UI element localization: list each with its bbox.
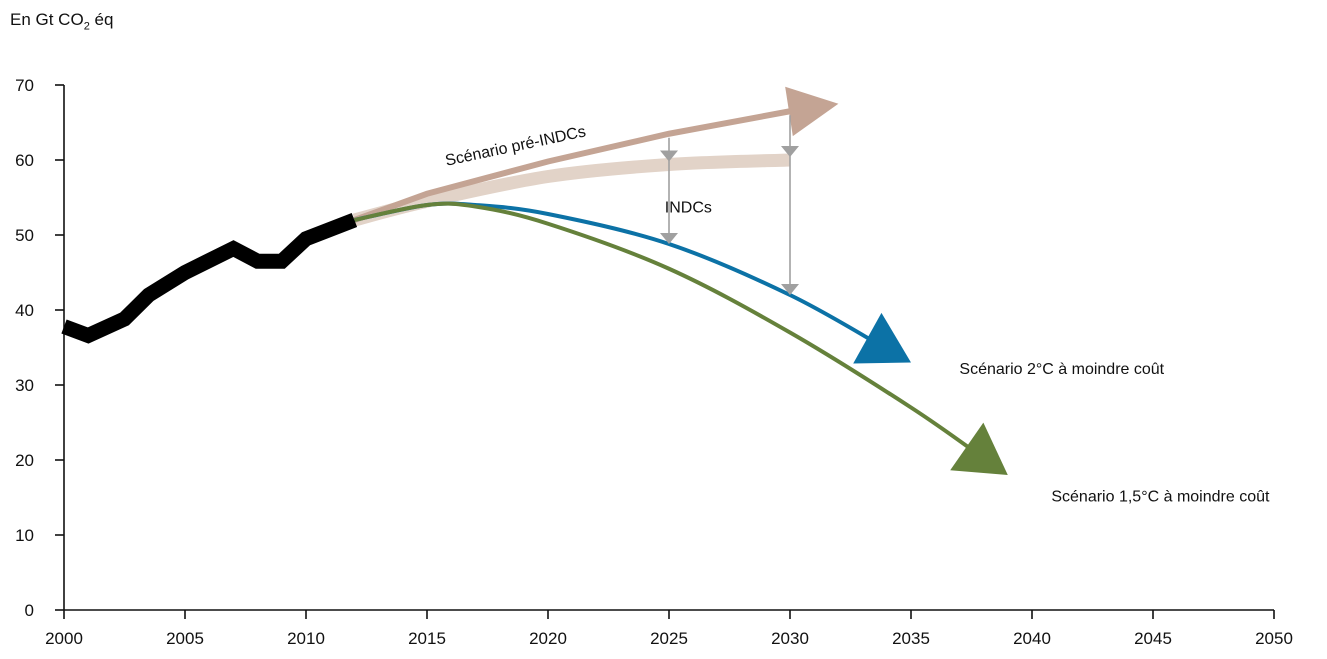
x-tick-label: 2020 <box>529 629 567 648</box>
series-pre-indcs <box>353 86 839 223</box>
arrowhead-pre-indcs <box>785 86 839 137</box>
x-tick-label: 2010 <box>287 629 325 648</box>
x-tick-label: 2030 <box>771 629 809 648</box>
y-tick-label: 0 <box>25 601 34 620</box>
1-5c-label: Scénario 1,5°C à moindre coût <box>1051 488 1270 505</box>
x-tick-label: 2035 <box>892 629 930 648</box>
gap-arrow-head <box>781 284 799 295</box>
pre-indcs-label: Scénario pré-INDCs <box>444 123 588 169</box>
gap-arrow-head-indcs <box>781 146 799 157</box>
x-tick-label: 2050 <box>1255 629 1293 648</box>
y-axis-unit-label: En Gt CO2 éq <box>10 10 114 33</box>
series-line-indcs <box>352 153 791 227</box>
x-tick-label: 2015 <box>408 629 446 648</box>
gap-arrow-head <box>660 233 678 244</box>
axes: 2000 2005 2010 2015 2020 2025 2030 2035 2040 2045… <box>15 76 1293 648</box>
series-line-historique <box>61 213 358 344</box>
x-tick-label: 2040 <box>1013 629 1051 648</box>
y-tick-label: 60 <box>15 151 34 170</box>
annotations: Scénario pré-INDCs INDCs Scénario 2°C à mo… <box>444 123 1270 505</box>
series-historique <box>61 213 358 344</box>
series-line-1-5c <box>353 201 985 460</box>
x-tick-label: 2045 <box>1134 629 1172 648</box>
y-tick-label: 50 <box>15 226 34 245</box>
2c-label: Scénario 2°C à moindre coût <box>959 361 1164 378</box>
y-tick-label: 10 <box>15 526 34 545</box>
series-layer <box>61 86 1008 475</box>
series-indcs <box>352 153 791 227</box>
y-tick-label: 40 <box>15 301 34 320</box>
y-tick-label: 70 <box>15 76 34 95</box>
gap-arrows <box>660 115 799 295</box>
arrowhead-2c <box>853 312 911 364</box>
series-line-2c <box>353 201 886 350</box>
y-tick-label: 30 <box>15 376 34 395</box>
arrowhead-1-5c <box>950 422 1008 475</box>
x-tick-label: 2025 <box>650 629 688 648</box>
y-tick-label: 20 <box>15 451 34 470</box>
indcs-label: INDCs <box>665 200 712 217</box>
series-1-5c <box>353 201 1008 475</box>
x-tick-label: 2005 <box>166 629 204 648</box>
gap-arrow <box>781 115 799 295</box>
gap-arrow-head-indcs <box>660 150 678 162</box>
x-tick-label: 2000 <box>45 629 83 648</box>
series-2c <box>353 201 911 364</box>
gap-arrow <box>660 137 678 244</box>
